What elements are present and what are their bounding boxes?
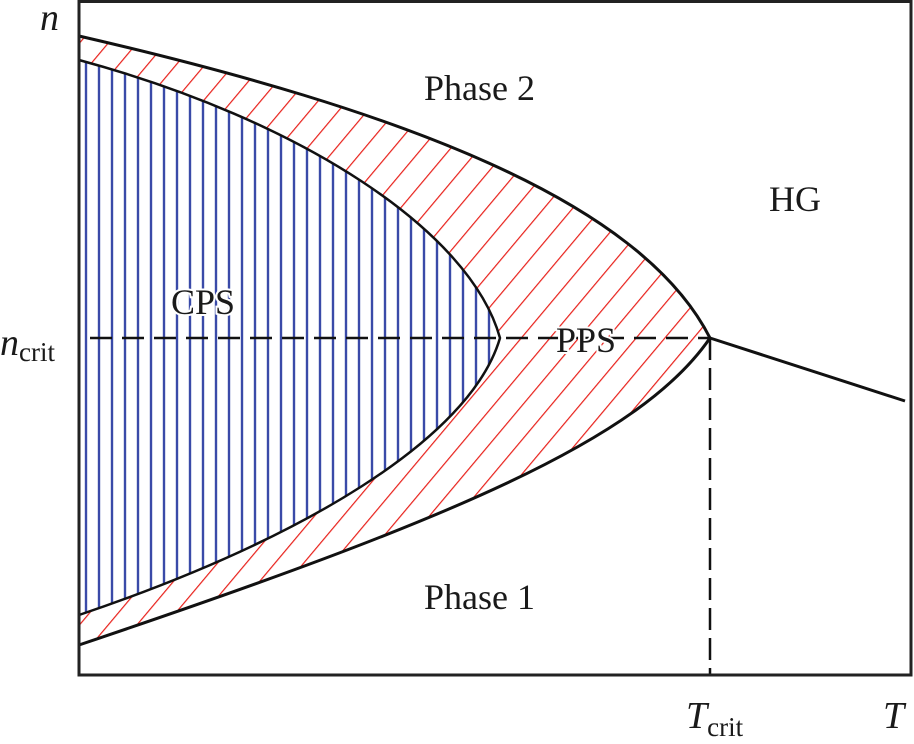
ncrit-sub: crit	[19, 337, 55, 367]
pps-label: PPS	[556, 320, 616, 360]
plot-frame	[77, 0, 913, 677]
phase2-label: Phase 2	[424, 68, 535, 108]
x-axis-label: T	[883, 695, 907, 737]
cps-label: CPS	[171, 282, 235, 322]
hg-transition-line	[709, 336, 906, 403]
phase1-label: Phase 1	[424, 577, 535, 617]
inner-boundary-curve	[78, 58, 502, 617]
y-axis-label: n	[40, 0, 59, 39]
ncrit-label: ncrit	[0, 322, 55, 367]
ncrit-base: n	[0, 322, 19, 364]
tcrit-sub: crit	[707, 712, 743, 742]
tcrit-label: Tcrit	[686, 695, 744, 742]
tcrit-base: T	[686, 695, 710, 737]
hg-label: HG	[769, 179, 821, 219]
